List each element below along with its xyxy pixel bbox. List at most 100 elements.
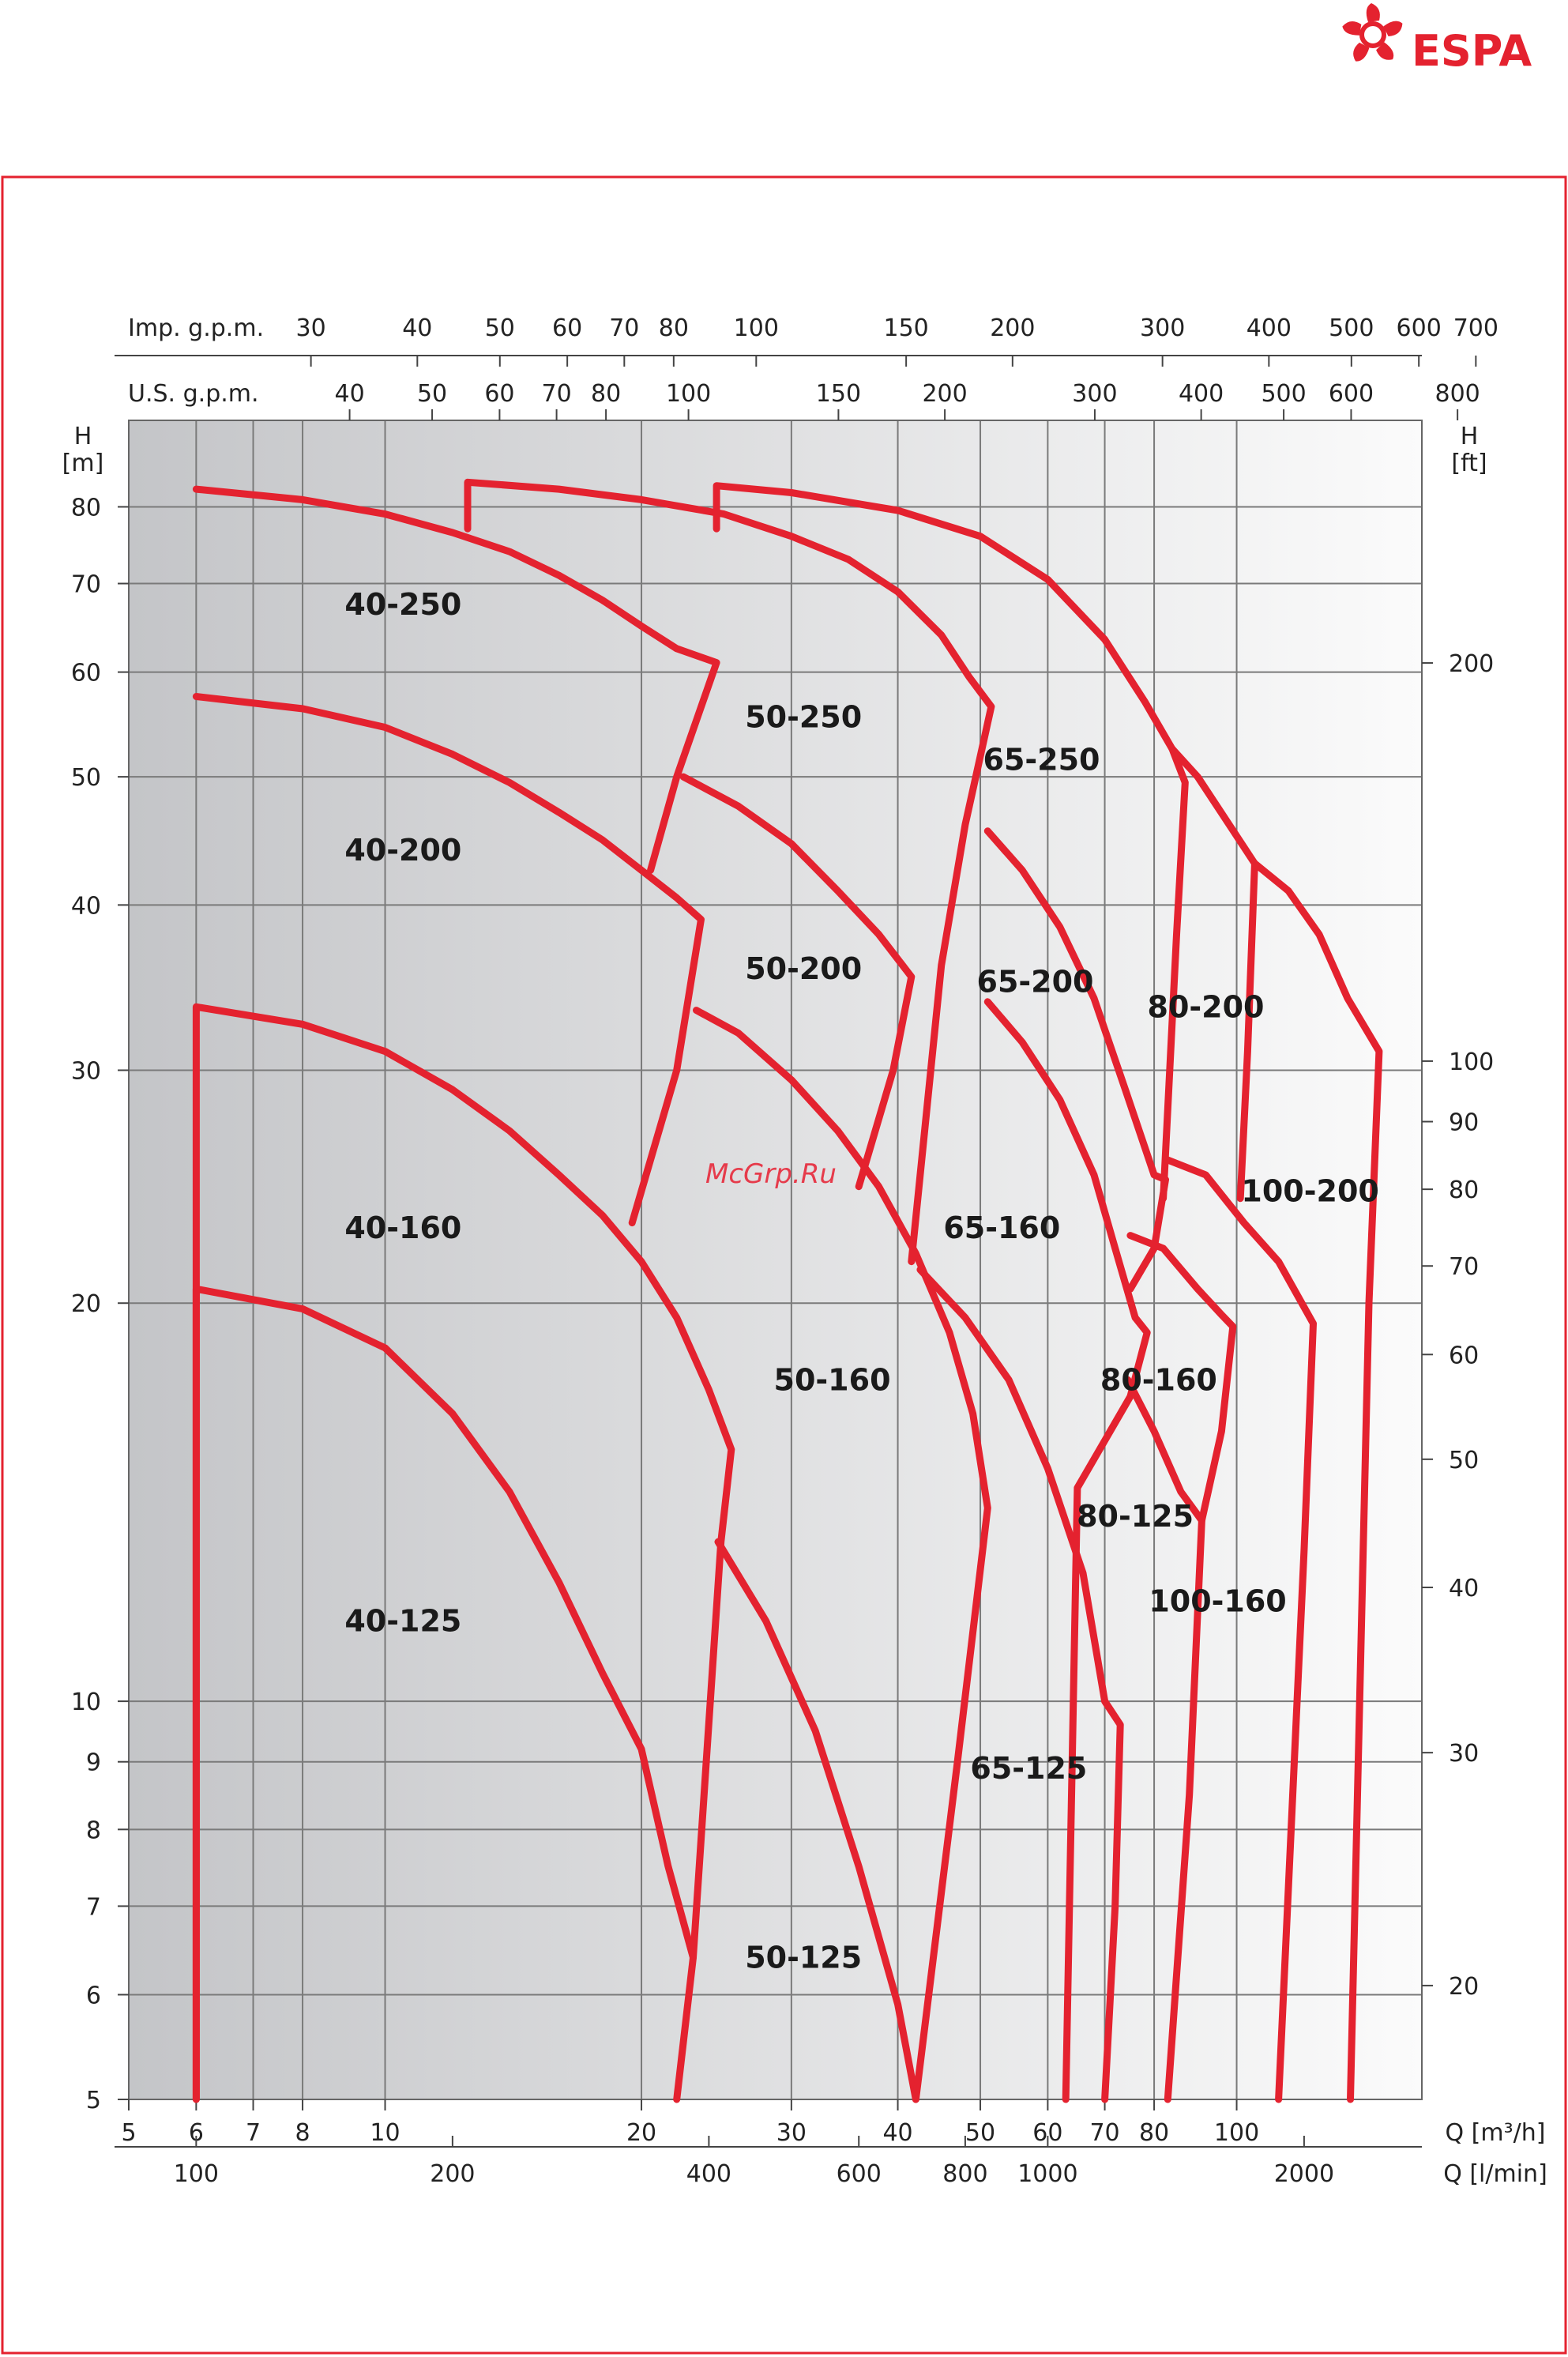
ft-tick-label: 30	[1449, 1740, 1479, 1768]
y-tick-label: 30	[71, 1057, 101, 1085]
curve-label-50-160: 50-160	[774, 1362, 891, 1397]
curve-40-200	[192, 693, 705, 1227]
curve-label-65-250: 65-250	[983, 743, 1100, 778]
x-tick-label: 100	[1214, 2119, 1259, 2147]
x-axis-label: Q [m³/h]	[1446, 2119, 1546, 2147]
ft-tick-label: 50	[1449, 1447, 1479, 1474]
x-tick-label: 80	[1139, 2119, 1169, 2147]
curve-65-125	[916, 1266, 1124, 2103]
ft-tick-label: 70	[1449, 1253, 1479, 1281]
ft-axis-unit: [ft]	[1451, 450, 1487, 477]
lmin-axis-label: Q [l/min]	[1443, 2160, 1547, 2188]
imp-tick-label: 200	[990, 314, 1035, 342]
ft-tick-label: 20	[1449, 1973, 1479, 2001]
y-tick-label: 8	[86, 1817, 101, 1844]
curve-40-125	[192, 1285, 697, 2103]
imp-tick-label: 80	[659, 314, 689, 342]
grid-lines	[128, 420, 1423, 2100]
curve-label-100-200: 100-200	[1241, 1174, 1378, 1209]
curve-50-200	[679, 773, 916, 1191]
imp-tick-label: 100	[734, 314, 779, 342]
curve-50-250	[464, 478, 995, 1266]
curve-label-50-200: 50-200	[745, 951, 862, 986]
ft-tick-label: 200	[1449, 650, 1494, 678]
imp-tick-label: 500	[1329, 314, 1374, 342]
curve-50-160	[693, 1007, 991, 2103]
watermark: McGrp.Ru	[705, 1158, 837, 1190]
us-tick-label: 800	[1435, 380, 1480, 408]
us-axis-label: U.S. g.p.m.	[128, 380, 259, 408]
espa-logo: ESPA	[1342, 3, 1532, 76]
curve-65-200	[983, 827, 1169, 1293]
ft-tick-label: 40	[1449, 1575, 1479, 1602]
curve-label-50-125: 50-125	[745, 1941, 862, 1975]
us-tick-label: 400	[1179, 380, 1224, 408]
imp-tick-label: 50	[485, 314, 515, 342]
us-tick-label: 100	[666, 380, 711, 408]
y-tick-label: 60	[71, 660, 101, 687]
lmin-tick-label: 400	[686, 2160, 731, 2188]
y-tick-label: 20	[71, 1290, 101, 1318]
curve-label-65-200: 65-200	[977, 964, 1094, 999]
imp-tick-label: 600	[1397, 314, 1442, 342]
y-axis-unit: [m]	[62, 450, 104, 477]
curve-label-40-160: 40-160	[344, 1211, 461, 1245]
curve-label-80-160: 80-160	[1100, 1362, 1217, 1397]
imp-tick-label: 400	[1247, 314, 1292, 342]
curve-80-200	[1168, 745, 1258, 1203]
plot-area	[129, 420, 1422, 2099]
impeller-icon	[1342, 3, 1403, 62]
imp-tick-label: 150	[884, 314, 929, 342]
lmin-tick-label: 100	[174, 2160, 219, 2188]
x-tick-label: 40	[882, 2119, 912, 2147]
x-tick-label: 6	[189, 2119, 204, 2147]
curve-labels: 40-125 40-160 40-200 40-250 50-125 50-160 50-2…	[344, 587, 1378, 1975]
us-tick-label: 200	[922, 380, 967, 408]
lmin-tick-label: 200	[430, 2160, 475, 2188]
imp-tick-label: 70	[609, 314, 639, 342]
curve-label-100-160: 100-160	[1149, 1584, 1286, 1619]
chart-frame	[1, 175, 1567, 2355]
x-tick-label: 70	[1089, 2119, 1119, 2147]
curve-80-160	[1126, 1232, 1237, 1524]
curve-80-125	[1124, 1376, 1205, 2103]
curve-label-50-250: 50-250	[745, 699, 862, 734]
curve-100-200	[1250, 860, 1383, 2103]
x-tick-label: 5	[121, 2119, 136, 2147]
curve-40-160	[192, 1003, 735, 2103]
imp-tick-label: 60	[552, 314, 582, 342]
y-tick-label: 40	[71, 892, 101, 920]
lmin-tick-label: 800	[942, 2160, 987, 2188]
lmin-tick-label: 2000	[1274, 2160, 1334, 2188]
us-tick-label: 50	[417, 380, 447, 408]
us-tick-label: 300	[1072, 380, 1117, 408]
imp-axis-label: Imp. g.p.m.	[128, 314, 264, 342]
curve-label-80-125: 80-125	[1077, 1499, 1194, 1534]
us-tick-label: 70	[541, 380, 571, 408]
curve-40-250	[192, 485, 720, 874]
y-tick-label: 50	[71, 764, 101, 792]
axes: 5 6 7 8 10 20 30 40 50 60 70 80 100 Q [m³/h] 100 200 400…	[62, 314, 1547, 2188]
curve-100-160	[1162, 1155, 1317, 2103]
plot-border	[128, 420, 1423, 2100]
y-tick-label: 70	[71, 571, 101, 599]
curve-65-160	[983, 998, 1151, 2103]
curve-label-65-125: 65-125	[970, 1751, 1087, 1786]
y-axis-label: H	[74, 423, 92, 450]
x-tick-label: 10	[370, 2119, 400, 2147]
performance-curves	[192, 478, 1383, 2103]
us-tick-label: 40	[334, 380, 364, 408]
us-tick-label: 150	[816, 380, 861, 408]
x-tick-label: 30	[776, 2119, 807, 2147]
us-tick-label: 600	[1329, 380, 1374, 408]
y-tick-label: 6	[86, 1982, 101, 2009]
x-tick-label: 50	[965, 2119, 995, 2147]
y-tick-label: 80	[71, 494, 101, 521]
y-tick-label: 7	[86, 1893, 101, 1921]
ft-tick-label: 80	[1449, 1177, 1479, 1204]
ft-tick-label: 90	[1449, 1109, 1479, 1137]
y-tick-label: 5	[86, 2087, 101, 2114]
ft-tick-label: 100	[1449, 1049, 1494, 1076]
y-tick-label: 10	[71, 1689, 101, 1716]
ft-tick-label: 60	[1449, 1342, 1479, 1369]
